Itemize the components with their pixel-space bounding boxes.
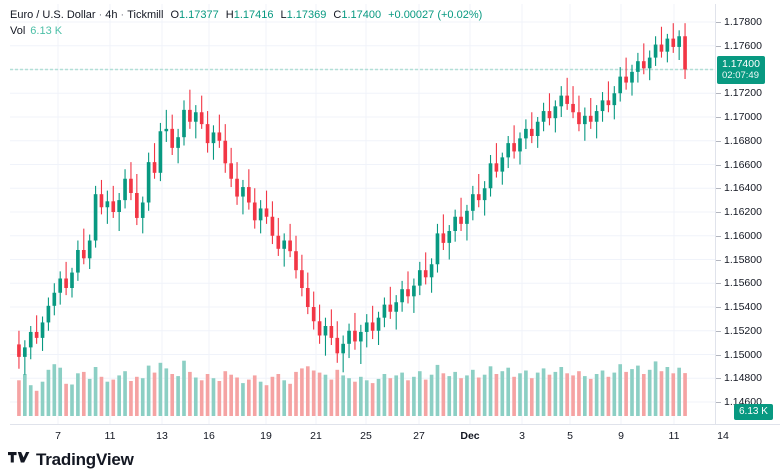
chart-plot-area[interactable] [10, 4, 715, 424]
price-tick: 1.16400 [716, 182, 762, 194]
price-tick-dash [716, 330, 721, 332]
candlestick-series [17, 23, 687, 416]
ohlc-low-value: 1.17369 [286, 9, 327, 21]
price-tick-dash [716, 140, 721, 142]
time-tick: 21 [310, 430, 322, 442]
price-tick-dash [716, 259, 721, 261]
ohlc-open: O1.17377 [170, 8, 218, 23]
exchange-label[interactable]: Tickmill [127, 9, 164, 21]
ohlc-high: H1.17416 [226, 8, 274, 23]
time-tick: 7 [55, 430, 61, 442]
price-tick-dash [716, 188, 721, 190]
price-tick: 1.17600 [716, 40, 762, 52]
ohlc-high-value: 1.17416 [233, 9, 274, 21]
price-tick-dash [716, 307, 721, 308]
price-tick: 1.17800 [716, 16, 762, 28]
time-tick: 9 [618, 430, 624, 442]
price-tick-dash [716, 93, 721, 95]
time-tick: 13 [156, 430, 168, 442]
bar-countdown: 02:07:49 [722, 69, 759, 81]
price-tick: 1.15800 [716, 254, 762, 266]
price-tick-dash [716, 22, 721, 23]
symbol-name[interactable]: Euro / U.S. Dollar [10, 9, 96, 21]
current-price-value: 1.17400 [722, 57, 760, 70]
price-change: +0.00027 (+0.02%) [388, 9, 483, 21]
price-tick: 1.16200 [716, 206, 762, 218]
price-tick: 1.16000 [716, 230, 762, 242]
price-tick-dash [716, 354, 721, 356]
time-axis-corner [715, 424, 780, 446]
time-axis[interactable]: 7 11 13 16 19 21 25 27 Dec 3 5 9 11 14 [10, 424, 729, 446]
price-axis[interactable]: 1.17800 1.17600 1.17400 1.17200 1.17000 1.168… [715, 4, 780, 424]
price-tick-dash [716, 212, 721, 213]
price-tick-dash [716, 45, 721, 47]
price-tick-dash [716, 378, 721, 380]
ohlc-low: L1.17369 [280, 8, 326, 23]
price-tick-dash [716, 235, 721, 237]
legend-separator-1: · [98, 9, 103, 21]
ohlc-open-key: O [170, 9, 179, 21]
time-tick: 3 [519, 430, 525, 442]
price-tick: 1.15600 [716, 277, 762, 289]
time-tick: 25 [360, 430, 372, 442]
legend-separator-2: · [120, 9, 125, 21]
price-tick: 1.17200 [716, 87, 762, 99]
time-tick: 14 [717, 430, 729, 442]
time-tick: 11 [104, 430, 116, 442]
price-tick: 1.15000 [716, 349, 762, 361]
time-tick: 19 [260, 430, 272, 442]
price-tick: 1.16600 [716, 159, 762, 171]
time-tick: 5 [567, 430, 573, 442]
time-tick: 11 [668, 430, 680, 442]
price-tick: 1.15400 [716, 301, 762, 313]
volume-value: 6.13 K [30, 25, 63, 37]
price-tick-dash [716, 164, 721, 166]
tradingview-mark-icon [8, 452, 30, 463]
ohlc-close-value: 1.17400 [341, 9, 382, 21]
legend-volume-row: Vol 6.13 K [10, 24, 482, 39]
ohlc-open-value: 1.17377 [179, 9, 219, 21]
chart-legend: Euro / U.S. Dollar · 4h · Tickmill O1.17… [10, 8, 482, 39]
price-tick: 1.16800 [716, 135, 762, 147]
price-tick-dash [716, 117, 721, 118]
ohlc-low-key: L [280, 9, 287, 21]
volume-badge[interactable]: 6.13 K [734, 404, 773, 420]
ohlc-high-key: H [225, 9, 234, 21]
tradingview-wordmark: TradingView [36, 450, 134, 469]
price-tick: 1.14800 [716, 372, 762, 384]
price-tick-dash [716, 283, 721, 285]
time-tick: 27 [413, 430, 425, 442]
interval-label[interactable]: 4h [105, 9, 118, 21]
price-tick-dash [716, 402, 721, 403]
ohlc-close-key: C [333, 9, 342, 21]
current-price-badge[interactable]: 1.17400 02:07:49 [717, 55, 765, 84]
volume-label[interactable]: Vol [10, 25, 26, 37]
time-tick: 16 [203, 430, 215, 442]
price-tick: 1.15200 [716, 325, 762, 337]
price-tick: 1.17000 [716, 111, 762, 123]
time-tick: Dec [460, 430, 480, 442]
ohlc-close: C1.17400 [333, 8, 381, 23]
tradingview-logo[interactable]: TradingView [8, 450, 134, 470]
legend-main-row: Euro / U.S. Dollar · 4h · Tickmill O1.17… [10, 8, 482, 23]
